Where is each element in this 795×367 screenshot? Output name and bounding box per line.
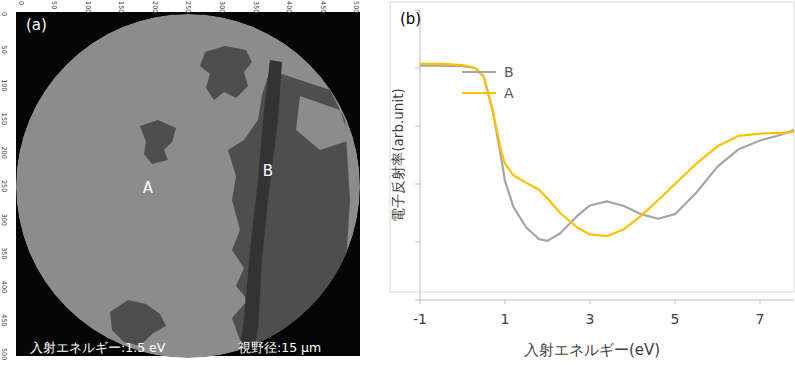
x-tick-label: -1 (413, 311, 427, 327)
image-y-tick-label: 300 (0, 214, 8, 226)
image-x-tick-label: 400 (285, 1, 293, 13)
image-y-tick-label: 350 (0, 247, 8, 259)
x-axis-label: 入射エネルギー(eV) (524, 341, 660, 359)
image-content (16, 14, 360, 367)
x-tick-label: 1 (501, 311, 510, 327)
image-y-tick-label: 400 (0, 281, 8, 293)
image-x-tick-label: 100 (84, 1, 92, 13)
light-patch (296, 96, 350, 150)
image-x-tick-label: 150 (117, 1, 125, 13)
image-x-tick-label: 250 (184, 1, 192, 13)
domain (200, 46, 252, 100)
y-tick (415, 68, 420, 69)
y-tick (415, 184, 420, 185)
x-tick (590, 300, 591, 304)
x-tick-label: 7 (756, 311, 765, 327)
legend-label: B (504, 64, 514, 80)
legend-swatch (462, 92, 496, 94)
y-tick (415, 242, 420, 243)
image-y-tick-label: 500 (0, 348, 8, 360)
dark-stripe (236, 60, 282, 367)
y-axis (420, 10, 421, 300)
y-axis-label: 電子反射率(arb.unit) (390, 88, 406, 221)
legend-swatch (462, 71, 496, 73)
panel-frame (390, 2, 794, 292)
x-tick (760, 300, 761, 304)
energy-text: 入射エネルギー:1.5 eV (30, 340, 166, 355)
x-tick (505, 300, 506, 304)
series-group (420, 64, 794, 241)
x-tick-label: 3 (586, 311, 595, 327)
image-x-tick-label: 450 (319, 1, 327, 13)
image-y-tick-label: 100 (0, 79, 8, 91)
series-line (420, 64, 794, 236)
y-tick (415, 300, 420, 301)
image-y-tick-label: 150 (0, 113, 8, 125)
region-label: B (263, 162, 273, 180)
image-y-tick-label: 0 (0, 12, 8, 16)
image-x-tick-label: 0 (17, 1, 25, 5)
image-x-tick-label: 500 (352, 1, 360, 13)
x-tick (420, 300, 421, 304)
region-label: A (143, 179, 154, 197)
domain (140, 120, 176, 164)
panel-label: (b) (400, 10, 421, 28)
x-tick-label: 5 (671, 311, 680, 327)
image-y-tick-label: 250 (0, 180, 8, 192)
image-y-tick-label: 450 (0, 314, 8, 326)
figure: 0 50 100 150 200 250 300 350 400 450 500 0 50 100 150 2… (0, 0, 795, 367)
image-x-tick-label: 50 (50, 1, 58, 9)
x-axis (420, 300, 794, 301)
image-y-tick-label: 50 (0, 46, 8, 54)
legend-label: A (504, 85, 514, 101)
panel-label: (a) (26, 16, 47, 34)
image-y-tick-label: 200 (0, 146, 8, 158)
field-of-view (16, 14, 360, 358)
x-tick (675, 300, 676, 304)
fov-text: 視野径:15 μm (238, 340, 321, 355)
y-tick (415, 126, 420, 127)
image-x-tick-label: 200 (151, 1, 159, 13)
image-x-tick-label: 300 (218, 1, 226, 13)
background (0, 0, 795, 367)
series-line (420, 66, 794, 241)
image-x-tick-label: 350 (252, 1, 260, 13)
